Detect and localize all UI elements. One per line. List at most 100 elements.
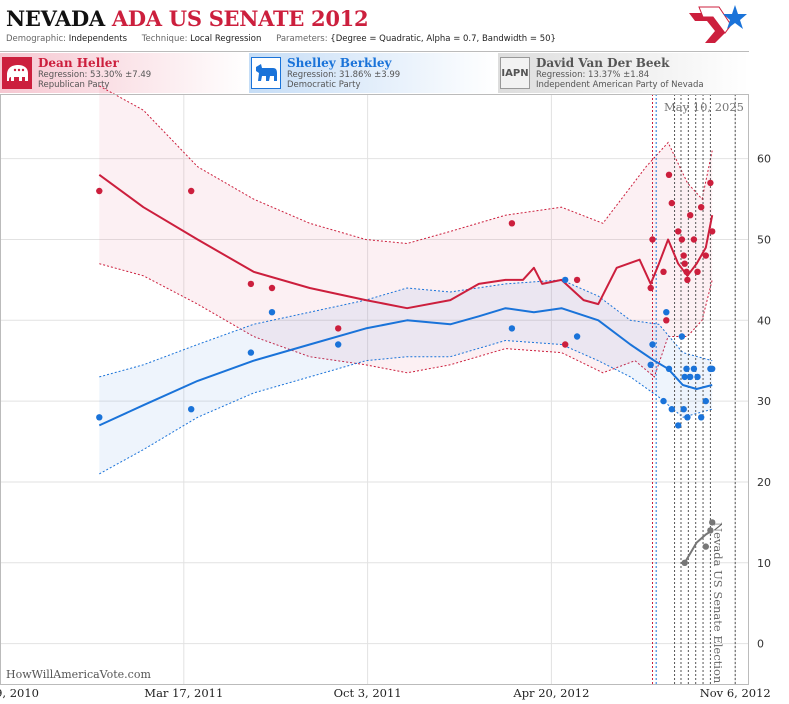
poll-point — [562, 341, 569, 348]
poll-point — [683, 365, 690, 372]
poll-point — [690, 236, 698, 243]
y-tick-label: 20 — [757, 476, 771, 489]
poll-point — [668, 406, 675, 413]
technique-label: Technique: — [141, 34, 188, 44]
poll-point — [573, 276, 581, 284]
confidence-bands — [99, 85, 713, 475]
poll-point — [562, 276, 569, 284]
confidence-band — [99, 85, 713, 377]
candidate-berkley: Shelley Berkley Regression: 31.86% ±3.99… — [249, 53, 497, 93]
poll-point — [680, 406, 687, 413]
poll-point — [680, 252, 687, 259]
technique-value: Local Regression — [190, 34, 262, 44]
band-upper-line — [99, 279, 713, 378]
poll-point — [675, 228, 682, 235]
candidate-legend: Dean Heller Regression: 53.30% ±7.49 Rep… — [0, 53, 749, 93]
candidate-van-der-beek: IAPN David Van Der Beek Regression: 13.3… — [498, 53, 749, 93]
poll-point — [665, 365, 673, 372]
candidate-regression: Regression: 13.37% ±1.84 — [536, 70, 650, 80]
poll-point — [96, 414, 103, 421]
poll-point — [681, 260, 688, 267]
candidate-party: Independent American Party of Nevada — [536, 80, 704, 90]
candidate-party: Democratic Party — [287, 80, 361, 90]
band-upper-line — [99, 85, 713, 245]
plot-frame — [0, 94, 749, 685]
poll-point — [668, 199, 675, 207]
x-tick-label: Nov 6, 2012 — [700, 686, 771, 700]
poll-points — [96, 171, 716, 566]
regression-line — [98, 173, 714, 310]
demographic-value: Independents — [68, 34, 128, 44]
demographic-label: Demographic: — [6, 34, 67, 44]
y-tick-label: 40 — [757, 314, 771, 327]
y-tick-label: 30 — [757, 395, 771, 408]
candidate-name: Dean Heller — [38, 56, 119, 70]
parameters-line: Demographic: Independents Technique: Loc… — [6, 34, 568, 44]
poll-point — [681, 373, 688, 381]
poll-point — [247, 280, 255, 288]
poll-point — [649, 341, 656, 348]
poll-point — [698, 414, 705, 421]
poll-point — [678, 236, 686, 243]
y-tick-label: 0 — [757, 638, 764, 651]
poll-point — [707, 179, 714, 187]
iapn-icon: IAPN — [500, 57, 530, 89]
poll-point — [188, 406, 195, 413]
poll-point — [335, 325, 342, 332]
poll-point — [687, 373, 694, 381]
poll-point — [573, 333, 581, 340]
poll-point — [709, 519, 716, 526]
candidate-regression: Regression: 53.30% ±7.49 — [38, 70, 152, 80]
poll-point — [649, 236, 656, 243]
poll-point — [702, 397, 709, 405]
poll-point — [694, 268, 701, 275]
title-rest: ADA US SENATE 2012 — [111, 6, 369, 31]
y-axis: 0 10 20 30 40 50 60 — [757, 153, 771, 651]
poll-point — [687, 212, 694, 219]
poll-point — [702, 543, 709, 550]
x-tick-label: Oct 3, 2011 — [334, 686, 402, 700]
candidate-name: Shelley Berkley — [287, 56, 392, 70]
grid-lines — [0, 94, 749, 684]
poll-point — [702, 252, 709, 259]
poll-point — [660, 268, 667, 275]
candidate-regression: Regression: 31.86% ±3.99 — [287, 70, 401, 80]
header-divider — [0, 51, 749, 52]
poll-point — [247, 349, 255, 356]
poll-point — [683, 268, 690, 275]
poll-point — [268, 284, 276, 292]
y-tick-label: 50 — [757, 233, 771, 246]
candidate-heller: Dean Heller Regression: 53.30% ±7.49 Rep… — [0, 53, 248, 93]
parameters-label: Parameters: — [276, 34, 328, 44]
elephant-icon — [2, 57, 32, 89]
poll-point — [268, 309, 276, 316]
title-state: NEVADA — [6, 6, 105, 31]
poll-point — [335, 341, 342, 348]
poll-point — [709, 228, 716, 235]
date-stamp: May 10, 2025 — [664, 100, 744, 114]
poll-point — [690, 365, 698, 372]
watermark: HowWillAmericaVote.com — [6, 668, 151, 681]
x-tick-label: Apr 20, 2012 — [512, 686, 589, 700]
poll-point — [684, 414, 691, 421]
poll-point — [663, 309, 670, 316]
y-tick-label: 10 — [757, 557, 771, 570]
poll-point — [508, 220, 516, 227]
poll-point — [508, 325, 516, 332]
poll-point — [647, 361, 654, 368]
poll-point — [660, 397, 667, 405]
poll-point — [663, 317, 670, 324]
poll-point — [709, 365, 716, 372]
poll-point — [694, 373, 701, 381]
election-label: Nevada US Senate Election — [711, 522, 725, 684]
poll-point — [684, 276, 691, 284]
page-title: NEVADA ADA US SENATE 2012 — [6, 6, 369, 31]
candidate-name: David Van Der Beek — [536, 56, 670, 70]
poll-point — [647, 284, 654, 292]
candidate-party: Republican Party — [38, 80, 110, 90]
poll-point — [675, 422, 682, 429]
poll-point — [681, 559, 688, 566]
donkey-icon — [251, 57, 281, 89]
poll-point — [188, 187, 195, 195]
